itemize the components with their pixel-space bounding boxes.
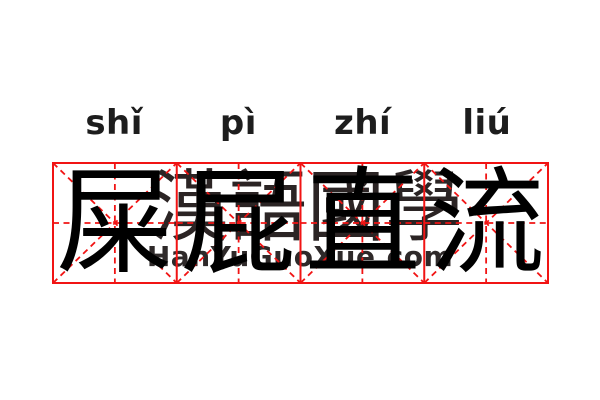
pinyin-syllable-1: shǐ (85, 103, 143, 143)
watermark-cjk-text: 漢語國學 (150, 163, 463, 253)
mizige-cell-guides-2 (176, 162, 302, 284)
mizige-borders (52, 162, 549, 284)
mizige-cell-guides-3 (299, 162, 425, 284)
mizige-grid (52, 162, 549, 284)
pinyin-syllable-2: pì (219, 103, 257, 143)
pinyin-row: shǐ pì zhí liú (52, 99, 549, 147)
pinyin-syllable-4: liú (462, 103, 512, 143)
mizige-cell-guides-1 (52, 162, 178, 284)
pinyin-syllable-3: zhí (334, 103, 392, 143)
mizige-cell-guides-4 (423, 162, 549, 284)
